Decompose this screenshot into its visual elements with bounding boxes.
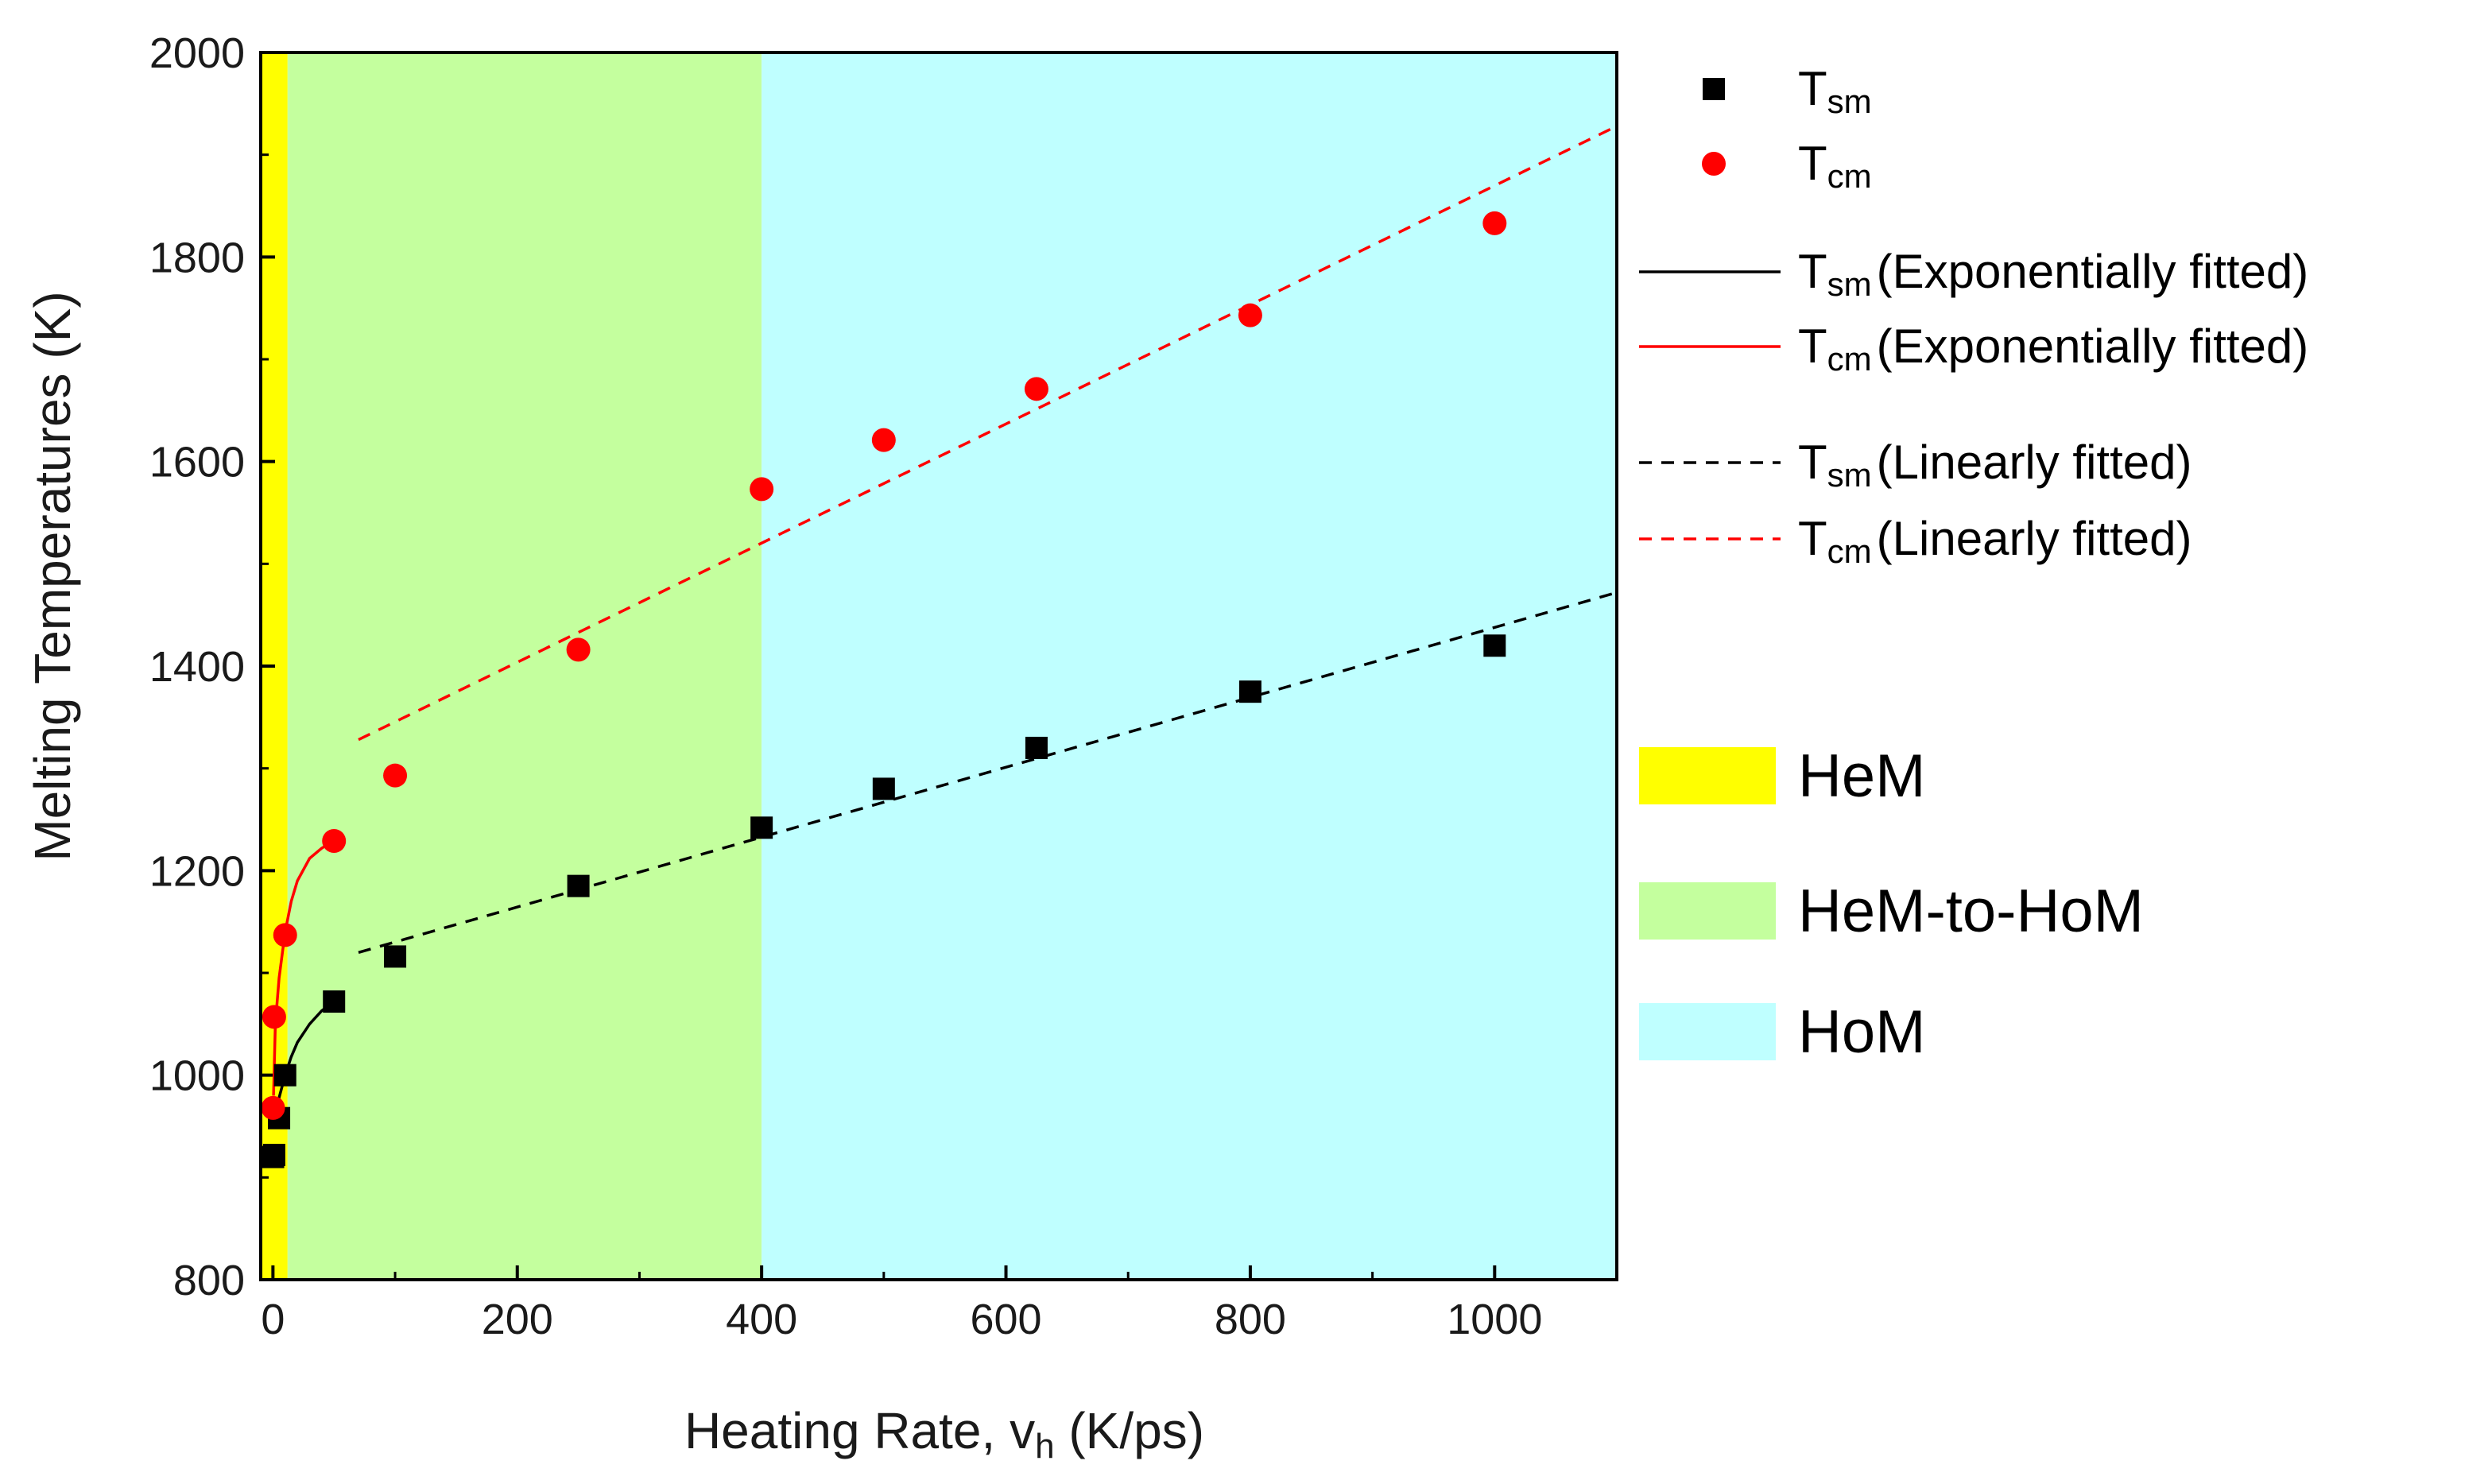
legend-swatch-hem-to-hom <box>1639 882 1776 940</box>
y-tick-labels: 800 1000 1200 1400 1600 1800 2000 <box>149 29 245 1304</box>
legend-region-label: HeM <box>1798 742 1925 810</box>
y-tick-label: 1800 <box>149 234 245 281</box>
legend: Tsm Tcm Tsm (Exponentially fitted) Tcm (Expon… <box>1639 62 2308 1066</box>
point-cm <box>871 428 896 452</box>
legend-marker-circle <box>1702 152 1726 176</box>
point-cm <box>750 477 774 502</box>
region-hom <box>762 52 1617 1280</box>
legend-label-cm: Tcm <box>1798 137 1872 195</box>
point-sm <box>1238 680 1261 703</box>
point-sm <box>567 874 590 897</box>
legend-region-label: HeM-to-HoM <box>1798 878 2144 945</box>
x-tick-label: 1000 <box>1447 1296 1542 1343</box>
x-axis-label: Heating Rate, vh (K/ps) <box>684 1402 1204 1466</box>
x-tick-label: 800 <box>1215 1296 1286 1343</box>
point-sm <box>384 945 407 968</box>
fit-line-sm-exponential <box>273 1000 335 1117</box>
data-points <box>261 211 1507 1168</box>
x-tick-labels: 0 200 400 600 800 1000 <box>261 1296 1542 1343</box>
y-tick-label: 1400 <box>149 643 245 691</box>
legend-region-label: HoM <box>1798 998 1925 1066</box>
legend-label-sm: Tsm <box>1798 62 1872 120</box>
fit-line-sm-linear <box>358 591 1618 954</box>
x-tick-label: 400 <box>726 1296 797 1343</box>
point-sm <box>750 816 773 839</box>
region-bands <box>261 52 1617 1280</box>
point-sm <box>273 1064 296 1087</box>
point-sm <box>1025 736 1048 759</box>
point-cm <box>1238 303 1262 327</box>
point-cm <box>1024 377 1048 401</box>
point-cm <box>383 763 408 788</box>
point-cm <box>261 1095 285 1120</box>
legend-swatch-hom <box>1639 1003 1776 1060</box>
point-cm <box>262 1005 286 1029</box>
x-axis-label-sub: h <box>1035 1427 1054 1466</box>
x-tick-label: 200 <box>482 1296 553 1343</box>
y-axis-label: Melting Temperatures (K) <box>24 291 81 861</box>
region-hem-to-hom <box>287 52 762 1280</box>
point-cm <box>273 923 297 947</box>
legend-marker-square <box>1703 78 1725 100</box>
x-tick-label: 0 <box>261 1296 285 1343</box>
x-axis-label-main: Heating Rate, v <box>684 1402 1035 1459</box>
y-tick-label: 1000 <box>149 1052 245 1100</box>
legend-swatch-hem <box>1639 747 1776 804</box>
x-axis-label-unit: (K/ps) <box>1055 1402 1204 1459</box>
fit-line-cm-linear <box>358 125 1618 742</box>
x-tick-label: 600 <box>970 1296 1041 1343</box>
legend-line-label: Tsm (Linearly fitted) <box>1798 436 2192 494</box>
point-cm <box>322 829 347 854</box>
legend-line-label: Tcm (Linearly fitted) <box>1798 512 2192 570</box>
y-tick-label: 1200 <box>149 847 245 895</box>
legend-line-label: Tsm (Exponentially fitted) <box>1798 245 2308 303</box>
point-cm <box>566 637 591 662</box>
legend-line-label: Tcm (Exponentially fitted) <box>1798 320 2308 378</box>
point-sm <box>872 777 895 800</box>
point-sm <box>262 1144 285 1167</box>
y-tick-label: 800 <box>173 1257 245 1304</box>
point-sm <box>323 990 346 1013</box>
plot-frame <box>259 51 1618 1281</box>
point-cm <box>1482 211 1507 235</box>
point-sm <box>1483 634 1506 657</box>
y-tick-label: 2000 <box>149 29 245 77</box>
y-tick-label: 1600 <box>149 439 245 486</box>
